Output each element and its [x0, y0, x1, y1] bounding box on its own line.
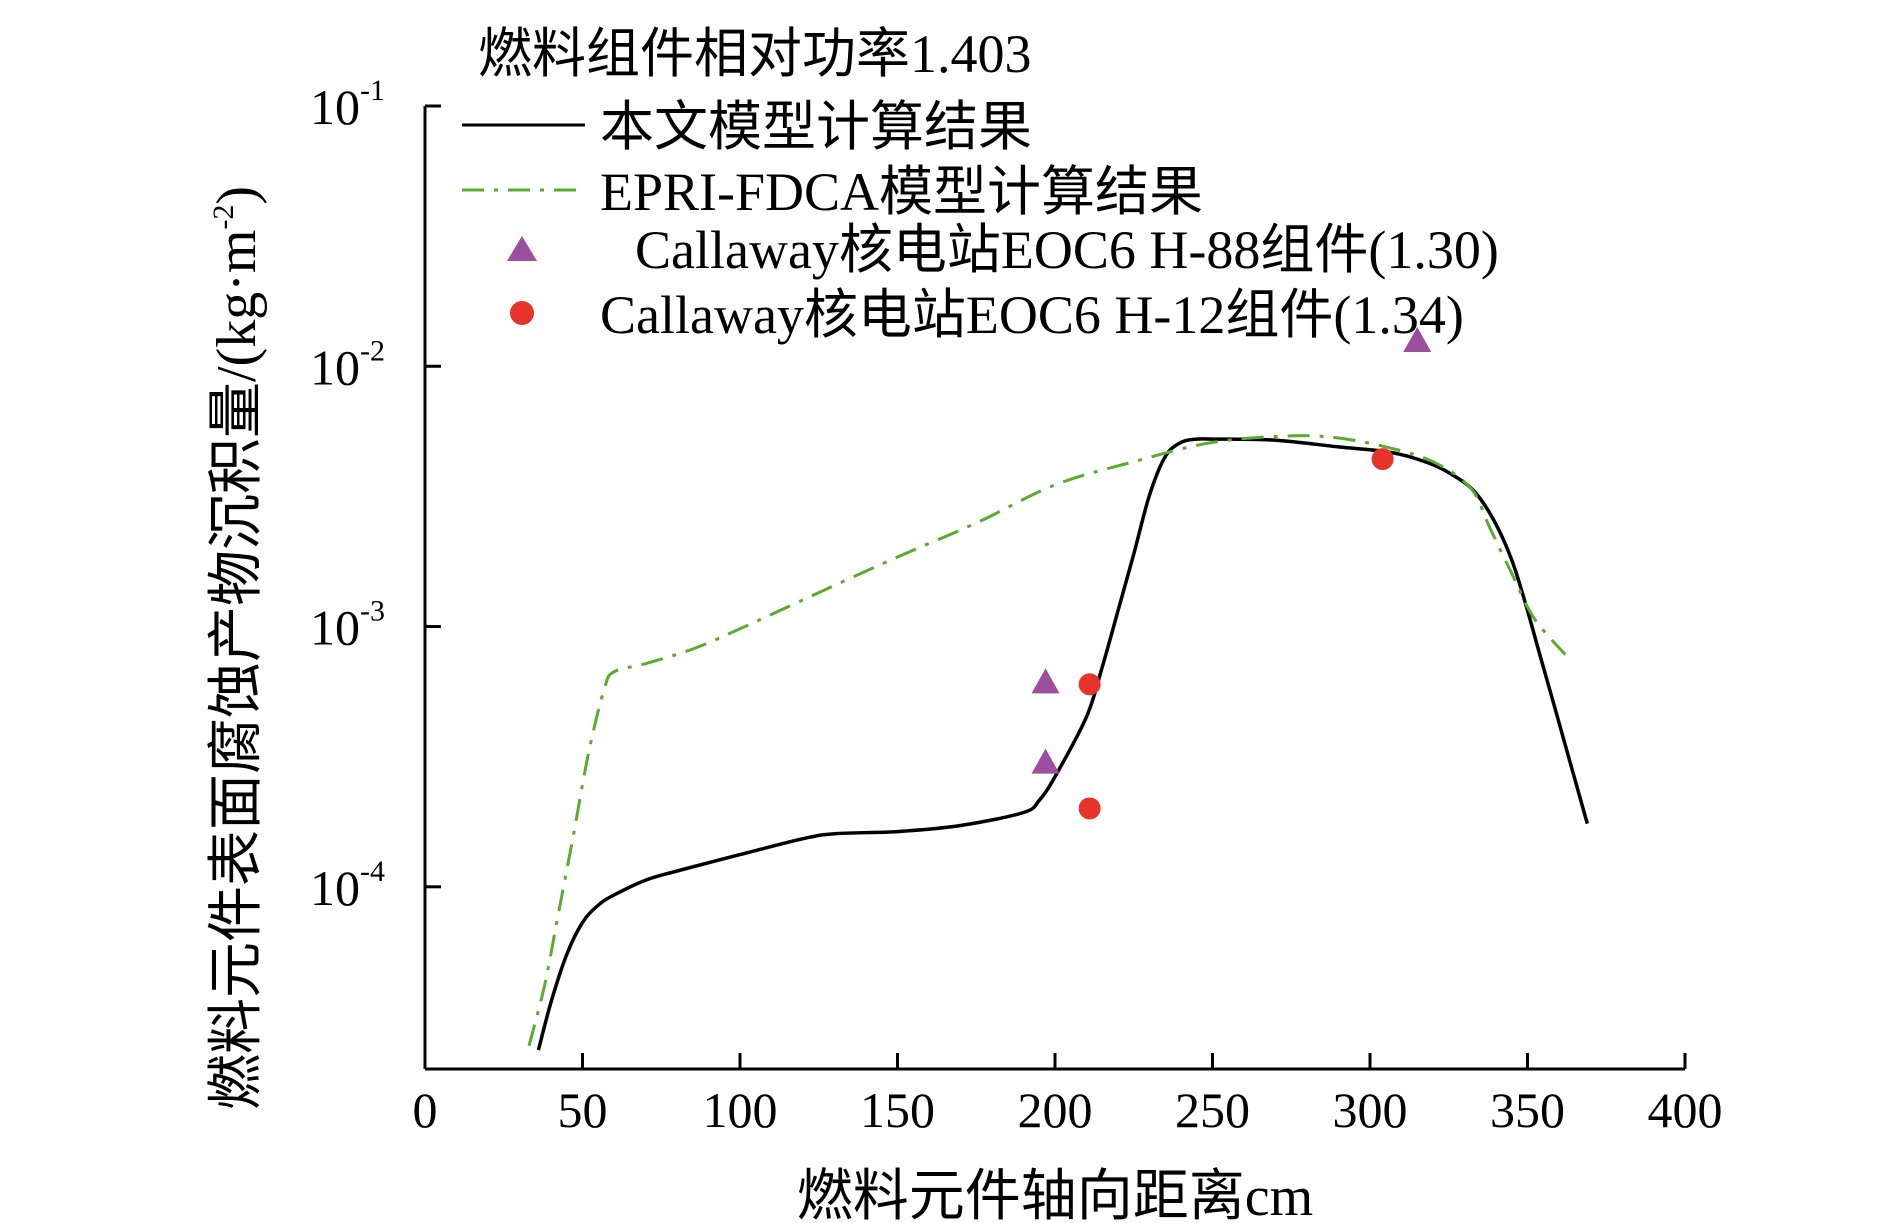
- series-lines: [527, 434, 1589, 1051]
- x-tick-label: 50: [558, 1082, 608, 1138]
- y-tick-exp: -4: [360, 855, 385, 888]
- y-tick-exp: -1: [360, 74, 385, 107]
- y-axis-title-exp: -2: [207, 205, 240, 230]
- data-point-circle: [1078, 797, 1101, 820]
- y-axis-title: 燃料元件表面腐蚀产物沉积量/(kg·m-2): [206, 186, 268, 1110]
- y-tick-exp: -2: [360, 334, 385, 367]
- x-tick-label: 0: [413, 1082, 438, 1138]
- x-tick-label: 250: [1175, 1082, 1250, 1138]
- legend-marker-triangle: [507, 236, 537, 261]
- scatter-points: [1031, 327, 1432, 820]
- legend-label-epri: EPRI-FDCA模型计算结果: [600, 162, 1203, 222]
- y-axis-title-close: ): [206, 186, 268, 205]
- series-line-model: [536, 437, 1589, 1051]
- legend-marker-circle: [510, 301, 534, 325]
- x-tick-label: 400: [1648, 1082, 1723, 1138]
- x-tick-label: 200: [1018, 1082, 1093, 1138]
- y-axis-title-group: 燃料元件表面腐蚀产物沉积量/(kg·m-2): [206, 186, 268, 1110]
- y-tick-label: 10-1: [310, 74, 385, 135]
- data-point-triangle: [1031, 668, 1060, 694]
- chart-title: 燃料组件相对功率1.403: [478, 24, 1032, 84]
- data-point-triangle: [1031, 748, 1060, 774]
- y-tick-base: 10: [310, 860, 360, 916]
- series-line-epri: [527, 434, 1567, 1047]
- x-tick-label: 150: [860, 1082, 935, 1138]
- data-point-triangle: [1403, 327, 1432, 353]
- data-point-circle: [1078, 673, 1101, 696]
- y-tick-exp: -3: [360, 595, 385, 628]
- x-axis-title: 燃料元件轴向距离cm: [797, 1166, 1313, 1223]
- y-tick-base: 10: [310, 339, 360, 395]
- y-tick-label: 10-3: [310, 595, 385, 656]
- y-tick-label: 10-2: [310, 334, 385, 395]
- data-point-circle: [1371, 448, 1394, 471]
- y-tick-label: 10-4: [310, 855, 385, 916]
- legend-label-h12: Callaway核电站EOC6 H-12组件(1.34): [600, 285, 1464, 345]
- legend-label-model: 本文模型计算结果: [600, 97, 1032, 157]
- x-tick-label: 300: [1333, 1082, 1408, 1138]
- y-tick-base: 10: [310, 79, 360, 135]
- x-tick-label: 100: [703, 1082, 778, 1138]
- legend: 本文模型计算结果 EPRI-FDCA模型计算结果 Callaway核电站EOC6…: [462, 97, 1499, 345]
- y-axis-title-main: 燃料元件表面腐蚀产物沉积量/(kg·m: [206, 230, 268, 1110]
- legend-label-h88: Callaway核电站EOC6 H-88组件(1.30): [635, 220, 1499, 280]
- x-tick-label: 350: [1490, 1082, 1565, 1138]
- x-ticks: 0 50 100 150 200 250 300 350 400: [413, 1053, 1723, 1138]
- y-ticks: 10-110-210-310-4: [310, 74, 441, 916]
- y-tick-base: 10: [310, 600, 360, 656]
